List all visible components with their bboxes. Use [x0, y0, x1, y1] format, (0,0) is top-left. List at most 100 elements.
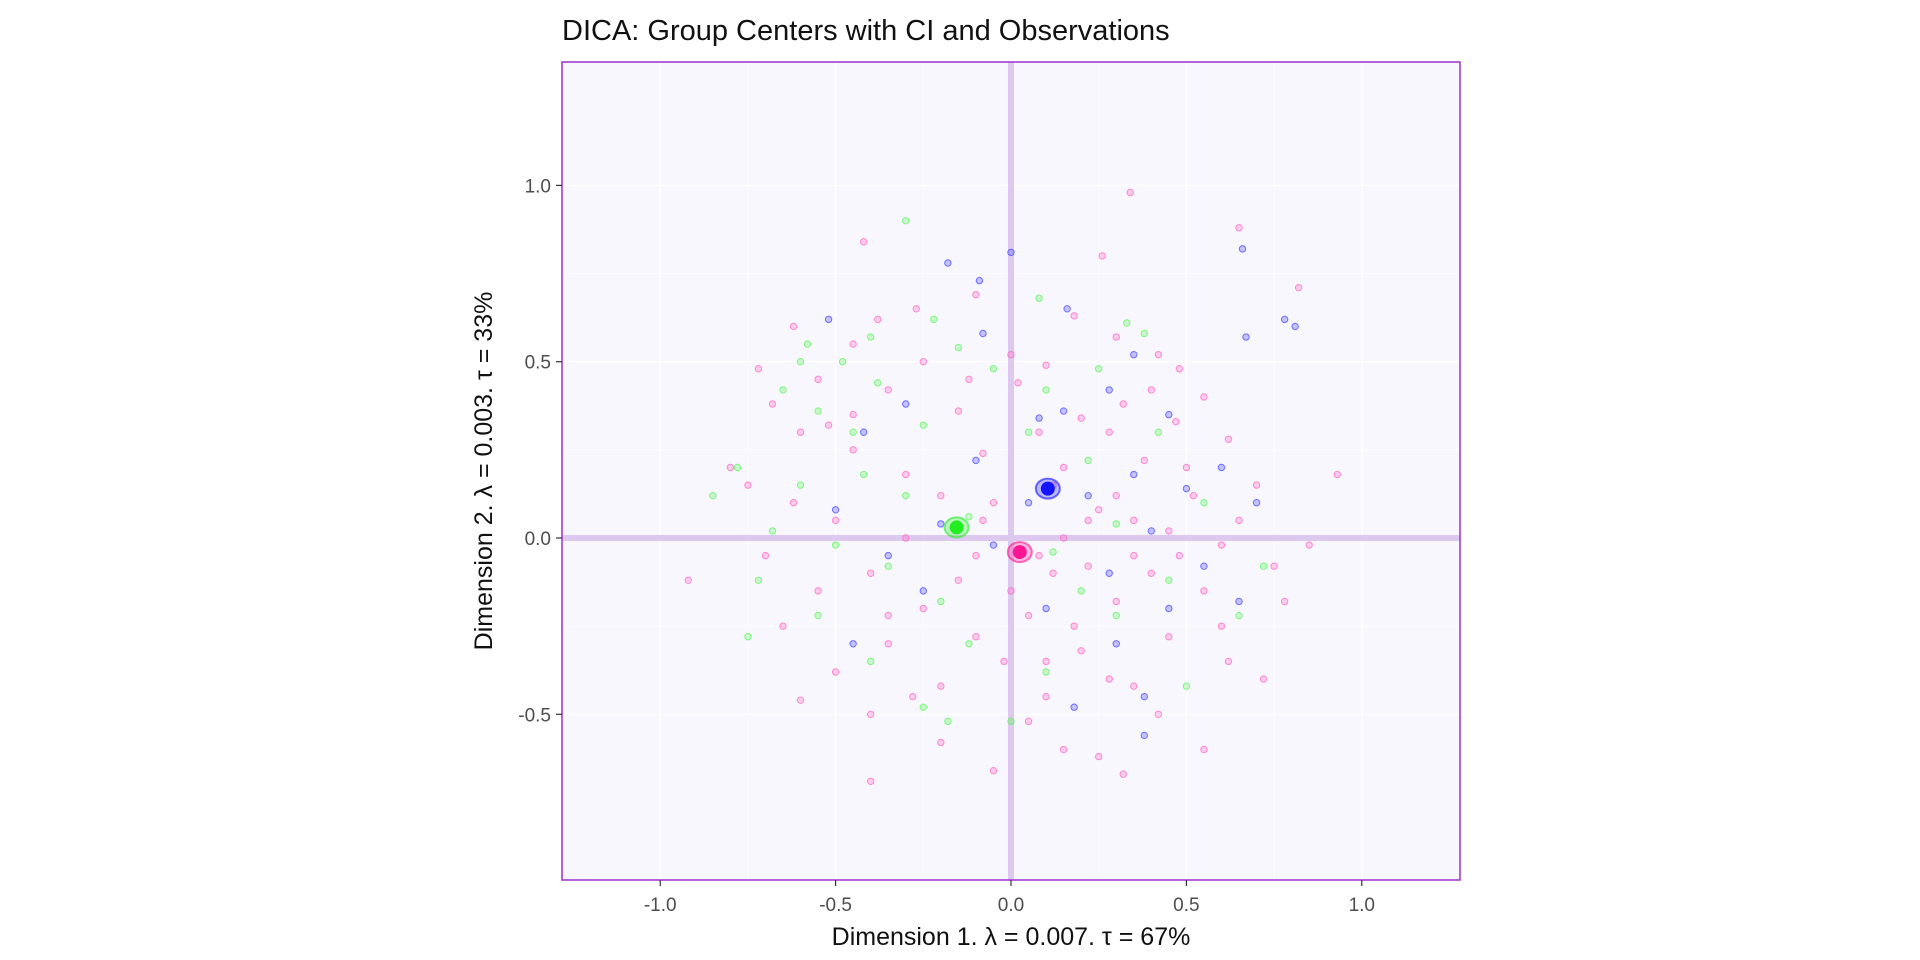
- observation-point: [1130, 516, 1138, 525]
- observation-point: [1259, 675, 1268, 683]
- observation-point: [1024, 611, 1033, 620]
- observation-point: [1182, 484, 1191, 493]
- y-tick-label: -0.5: [518, 705, 551, 726]
- observation-point: [1217, 541, 1226, 549]
- observation-point: [709, 491, 717, 500]
- observation-point: [1035, 414, 1043, 422]
- observation-point: [937, 520, 945, 528]
- observation-point: [1063, 305, 1071, 313]
- observation-point: [866, 569, 875, 577]
- observation-point: [979, 329, 987, 338]
- observation-point: [1084, 491, 1092, 500]
- observation-point: [1070, 622, 1078, 630]
- observation-point: [919, 587, 928, 595]
- y-tick-label: 0.0: [525, 529, 551, 550]
- observation-point: [1165, 410, 1173, 419]
- observation-point: [1094, 506, 1103, 514]
- observation-point: [814, 587, 822, 595]
- observation-point: [1154, 350, 1163, 359]
- chart-title: DICA: Group Centers with CI and Observat…: [562, 15, 1170, 47]
- observation-point: [1154, 428, 1163, 436]
- observation-point: [796, 428, 805, 436]
- observation-point: [944, 259, 952, 267]
- observation-point: [1084, 562, 1092, 570]
- observation-point: [1112, 520, 1120, 528]
- observation-point: [1112, 640, 1120, 648]
- observation-point: [1014, 379, 1022, 387]
- observation-point: [1112, 491, 1120, 500]
- observation-point: [1130, 350, 1138, 359]
- observation-point: [789, 322, 798, 331]
- observation-point: [1094, 752, 1103, 761]
- observation-point: [1235, 597, 1243, 606]
- observation-point: [849, 446, 857, 454]
- observation-point: [1238, 245, 1247, 253]
- observation-point: [1224, 657, 1233, 666]
- observation-point: [849, 410, 857, 419]
- observation-point: [761, 551, 770, 560]
- observation-point: [1059, 534, 1068, 542]
- observation-point: [1140, 456, 1148, 465]
- observation-point: [859, 470, 868, 479]
- observation-point: [859, 428, 868, 436]
- observation-point: [1217, 463, 1226, 472]
- x-axis-ticks: -1.0 -0.5 0.0 0.5 1.0: [644, 880, 1375, 916]
- observation-point: [796, 481, 805, 489]
- observation-point: [965, 513, 973, 521]
- observation-point: [1024, 717, 1033, 726]
- observation-point: [1112, 597, 1120, 606]
- group-center-point: [1040, 481, 1055, 496]
- observation-point: [954, 576, 963, 585]
- observation-point: [1024, 428, 1033, 436]
- observation-point: [1024, 499, 1033, 507]
- observation-point: [814, 611, 822, 620]
- observation-point: [1007, 248, 1015, 257]
- observation-point: [884, 562, 892, 570]
- observation-point: [1070, 312, 1078, 320]
- observation-point: [884, 611, 892, 620]
- observation-point: [1084, 516, 1092, 525]
- observation-point: [1259, 562, 1268, 570]
- observation-point: [1112, 333, 1120, 341]
- observation-point: [975, 276, 984, 285]
- observation-point: [1105, 386, 1113, 394]
- observation-point: [754, 576, 763, 585]
- observation-point: [1077, 414, 1085, 422]
- observation-point: [1035, 551, 1043, 560]
- observation-point: [866, 333, 875, 341]
- observation-point: [902, 400, 910, 408]
- observation-point: [754, 365, 763, 373]
- observation-point: [1130, 551, 1138, 560]
- observation-point: [1291, 322, 1299, 331]
- observation-point: [838, 357, 847, 366]
- observation-point: [1242, 333, 1250, 341]
- observation-point: [902, 534, 910, 542]
- observation-point: [1165, 633, 1173, 641]
- observation-point: [1112, 611, 1120, 620]
- observation-point: [1049, 548, 1057, 556]
- observation-point: [849, 640, 857, 648]
- observation-point: [768, 527, 777, 535]
- observation-point: [902, 216, 910, 225]
- observation-point: [972, 551, 980, 560]
- observation-point: [1252, 499, 1261, 507]
- observation-point: [1217, 622, 1226, 630]
- observation-point: [874, 379, 882, 387]
- observation-point: [779, 386, 787, 394]
- observation-point: [1007, 717, 1015, 726]
- observation-point: [884, 551, 892, 560]
- observation-point: [814, 375, 822, 384]
- y-axis-ticks: -0.5 0.0 0.5 1.0: [518, 176, 562, 726]
- observation-point: [1077, 647, 1085, 655]
- observation-point: [1007, 587, 1015, 595]
- observation-point: [1119, 400, 1127, 408]
- observation-point: [1123, 319, 1131, 327]
- observation-point: [744, 633, 752, 641]
- observation-point: [930, 315, 938, 324]
- observation-point: [1252, 481, 1261, 489]
- x-axis-label: Dimension 1. λ = 0.007. τ = 67%: [832, 923, 1191, 951]
- observation-point: [1094, 365, 1103, 373]
- group-centers: [943, 477, 1061, 564]
- observation-point: [866, 657, 875, 666]
- observation-point: [1235, 611, 1243, 620]
